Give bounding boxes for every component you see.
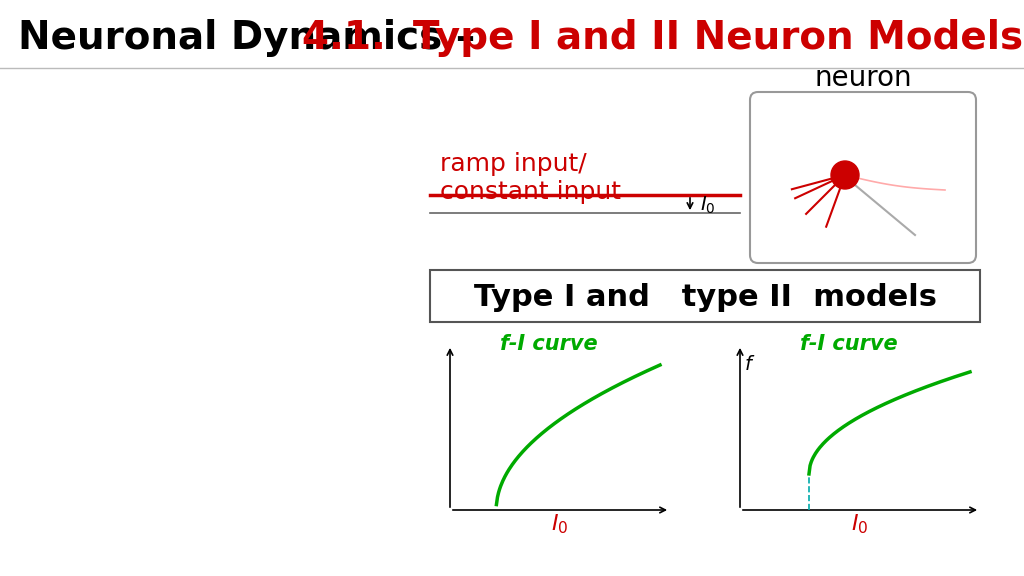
- Text: $I_0$: $I_0$: [851, 512, 868, 536]
- Text: f-I curve: f-I curve: [500, 334, 598, 354]
- Text: Type I and   type II  models: Type I and type II models: [474, 283, 938, 313]
- Text: ramp input/
constant input: ramp input/ constant input: [440, 152, 621, 204]
- FancyBboxPatch shape: [430, 270, 980, 322]
- Circle shape: [831, 161, 859, 189]
- Text: $I_0$: $I_0$: [551, 512, 568, 536]
- Text: 4.1.  Type I and II Neuron Models: 4.1. Type I and II Neuron Models: [302, 19, 1023, 57]
- Text: neuron: neuron: [814, 64, 911, 92]
- Text: Neuronal Dynamics –: Neuronal Dynamics –: [18, 19, 488, 57]
- Text: f: f: [745, 355, 752, 374]
- FancyBboxPatch shape: [750, 92, 976, 263]
- Text: f-I curve: f-I curve: [800, 334, 898, 354]
- Text: $I_0$: $I_0$: [700, 194, 716, 215]
